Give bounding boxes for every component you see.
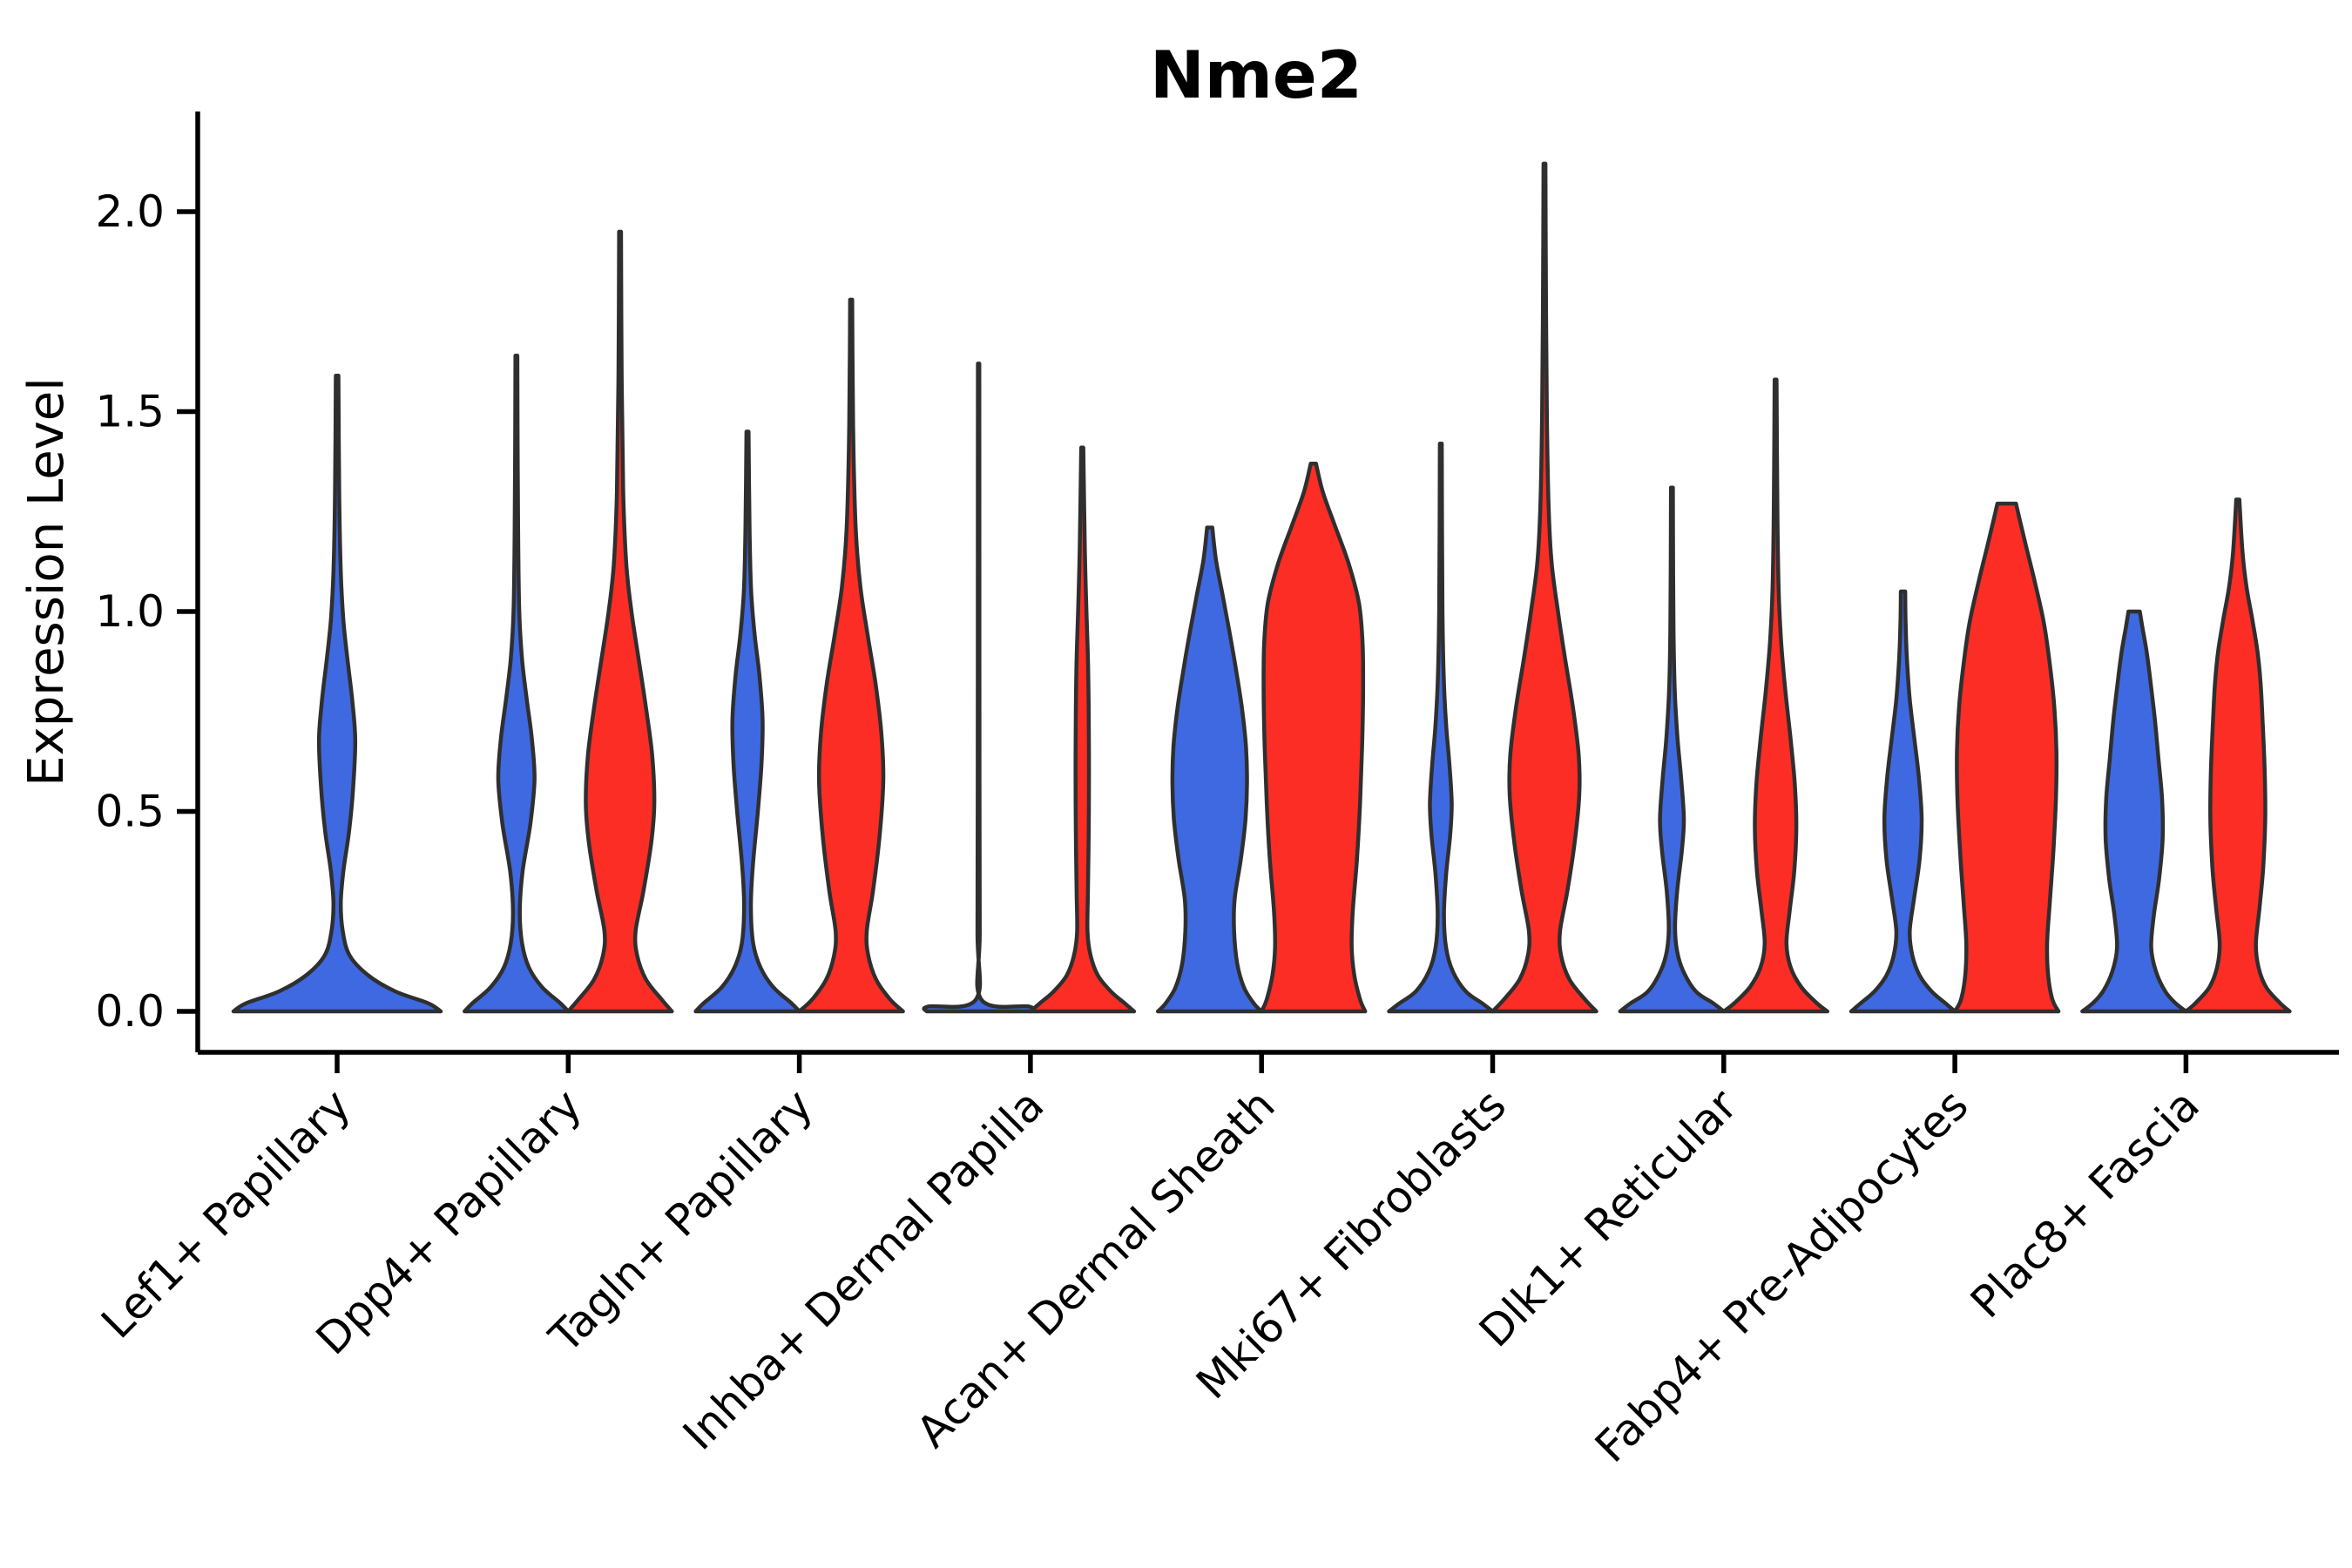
- violin-dpp4-papillary-blue: [463, 353, 571, 1014]
- x-tick-label-lef1-papillary: Lef1+ Papillary: [91, 1079, 360, 1348]
- violin-tagln-papillary-red: [797, 297, 905, 1014]
- violin-fabp4-pre-adipocytes-blue: [1848, 589, 1957, 1014]
- violin-mki67-fibroblasts-blue: [1387, 441, 1495, 1014]
- y-tick-label: 0.5: [95, 787, 165, 837]
- y-tick-label: 1.5: [95, 387, 165, 437]
- violin-fabp4-pre-adipocytes-red: [1952, 501, 2061, 1014]
- x-tick-label-fabp4-pre-adipocytes: Fabp4+ Pre-Adipocytes: [1585, 1079, 1978, 1472]
- x-tick-label-plac8-fascia: Plac8+ Fascia: [1961, 1079, 2209, 1328]
- y-tick-label: 1.0: [95, 586, 165, 637]
- violin-dlk1-reticular-blue: [1618, 485, 1727, 1014]
- y-tick-label: 0.0: [95, 986, 165, 1037]
- violin-inhba-dermal-papilla-blue: [922, 362, 1036, 1014]
- violin-inhba-dermal-papilla-red: [1028, 445, 1137, 1014]
- violin-tagln-papillary-blue: [693, 429, 801, 1014]
- violin-mki67-fibroblasts-red: [1490, 161, 1598, 1014]
- violin-plac8-fascia-blue: [2080, 609, 2188, 1014]
- violin-dlk1-reticular-red: [1721, 377, 1830, 1014]
- y-axis: 0.0 0.5 1.0 1.5 2.0: [95, 112, 200, 1052]
- y-tick-label: 2.0: [95, 186, 165, 237]
- violin-dpp4-papillary-red: [566, 229, 674, 1014]
- violins: [231, 161, 2292, 1014]
- chart-title: Nme2: [1150, 37, 1362, 113]
- violin-lef1-papillary-blue: [231, 373, 443, 1014]
- violin-acan-dermal-sheath-red: [1259, 461, 1368, 1014]
- violin-acan-dermal-sheath-blue: [1155, 525, 1264, 1014]
- y-axis-label: Expression Level: [18, 377, 75, 787]
- violin-plac8-fascia-red: [2184, 497, 2292, 1014]
